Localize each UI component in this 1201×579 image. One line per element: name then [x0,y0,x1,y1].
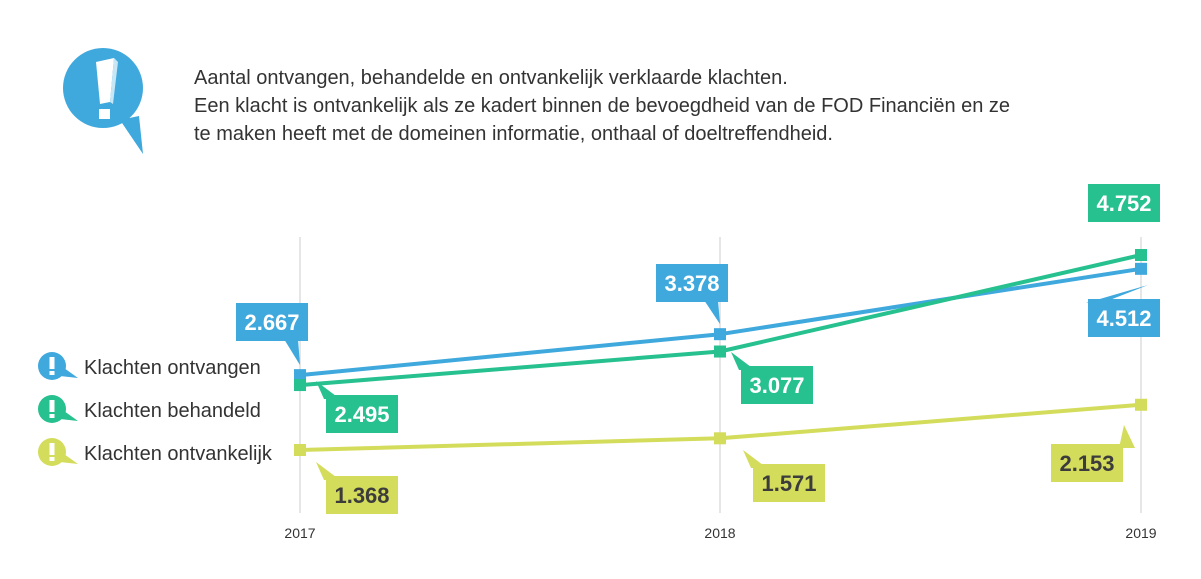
intro-line: Aantal ontvangen, behandelde en ontvanke… [194,67,788,89]
data-point [714,345,726,358]
legend-label: Klachten ontvangen [84,357,261,379]
data-point [1135,262,1147,275]
data-label: 4.752 [1088,184,1160,222]
data-label: 2.153 [1051,425,1135,482]
data-label: 1.368 [316,462,398,514]
x-tick-label: 2019 [1125,525,1156,541]
data-point [294,444,306,456]
data-label-text: 2.153 [1059,451,1114,476]
data-label-text: 1.368 [334,483,389,508]
series-lines [294,249,1147,456]
data-point [1135,398,1147,411]
exclamation-bubble-icon [38,352,78,380]
intro-line: te maken heeft met de domeinen informati… [194,123,833,145]
data-point [294,379,306,392]
x-tick-label: 2018 [704,525,735,541]
data-label-text: 1.571 [761,471,816,496]
data-point [1135,249,1147,261]
data-label-text: 3.077 [749,373,804,398]
data-label-text: 3.378 [664,271,719,296]
legend-label: Klachten behandeld [84,400,261,422]
intro-line: Een klacht is ontvankelijk als ze kadert… [194,95,1011,117]
data-label: 2.495 [316,381,398,433]
data-label: 3.077 [731,352,813,404]
data-label-text: 2.667 [244,310,299,335]
legend: Klachten ontvangen Klachten behandeld Klac… [38,352,273,466]
data-label-text: 4.752 [1096,191,1151,216]
legend-item: Klachten ontvangen [38,352,261,380]
x-tick-labels: 2017 2018 2019 [284,525,1156,541]
data-label-text: 2.495 [334,402,389,427]
exclamation-bubble-icon [38,395,78,423]
data-point [714,328,726,341]
legend-item: Klachten behandeld [38,395,261,423]
data-label-text: 4.512 [1096,306,1151,331]
exclamation-bubble-icon [63,48,143,154]
data-point [714,432,726,445]
legend-item: Klachten ontvankelijk [38,438,273,466]
intro-text: Aantal ontvangen, behandelde en ontvanke… [194,64,1154,148]
exclamation-bubble-icon [38,438,78,466]
data-label: 4.512 [1086,285,1160,337]
data-label: 3.378 [656,264,728,325]
legend-label: Klachten ontvankelijk [84,443,273,465]
data-label: 1.571 [743,450,825,502]
data-label: 2.667 [236,303,308,366]
x-tick-label: 2017 [284,525,315,541]
data-labels: 2.667 3.378 4.512 2.495 3.077 4.752 1.368 1.571… [236,184,1160,514]
data-point [294,369,306,382]
